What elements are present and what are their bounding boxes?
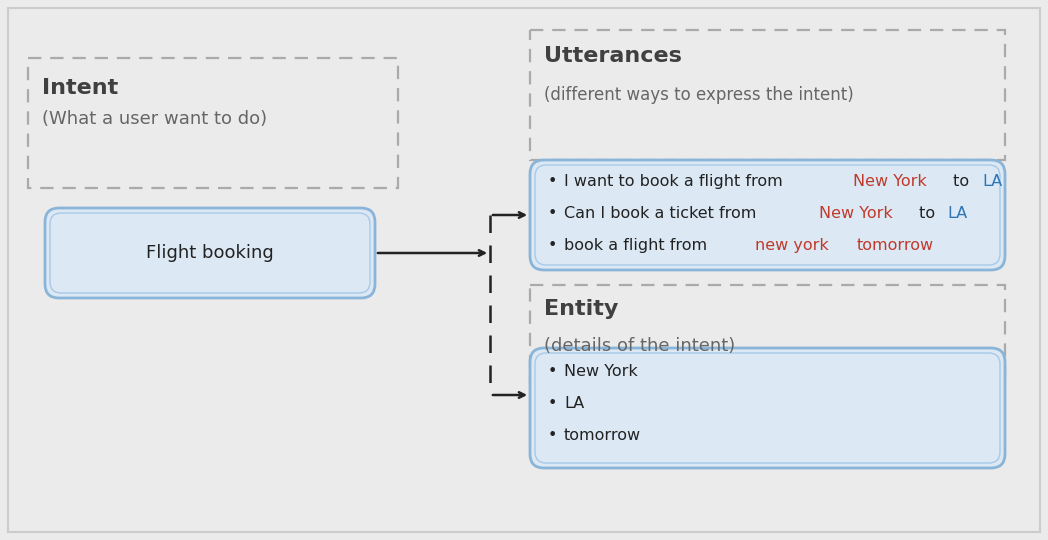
Text: Can I book a ticket from: Can I book a ticket from bbox=[564, 206, 762, 221]
Text: (details of the intent): (details of the intent) bbox=[544, 337, 736, 355]
Text: New York: New York bbox=[853, 174, 926, 189]
Text: New York: New York bbox=[818, 206, 893, 221]
FancyBboxPatch shape bbox=[530, 160, 1005, 270]
Text: •: • bbox=[548, 206, 558, 221]
Text: Utterances: Utterances bbox=[544, 46, 682, 66]
Text: New York: New York bbox=[564, 364, 638, 379]
Text: to: to bbox=[914, 206, 940, 221]
Text: I want to book a flight from: I want to book a flight from bbox=[564, 174, 788, 189]
Text: tomorrow: tomorrow bbox=[564, 428, 641, 443]
Text: to: to bbox=[948, 174, 975, 189]
Bar bbox=[28, 58, 398, 188]
Text: •: • bbox=[548, 364, 558, 379]
Bar bbox=[530, 30, 1005, 160]
Text: •: • bbox=[548, 428, 558, 443]
Text: (What a user want to do): (What a user want to do) bbox=[42, 110, 267, 128]
Text: LA: LA bbox=[564, 396, 584, 411]
Text: new york: new york bbox=[756, 238, 829, 253]
Text: book a flight from: book a flight from bbox=[564, 238, 713, 253]
FancyBboxPatch shape bbox=[530, 348, 1005, 468]
Text: •: • bbox=[548, 174, 558, 189]
Text: •: • bbox=[548, 238, 558, 253]
Text: Entity: Entity bbox=[544, 299, 618, 319]
Text: tomorrow: tomorrow bbox=[857, 238, 934, 253]
FancyBboxPatch shape bbox=[45, 208, 375, 298]
Bar bbox=[530, 285, 1005, 385]
Text: •: • bbox=[548, 396, 558, 411]
Text: Flight booking: Flight booking bbox=[146, 244, 274, 262]
Text: (different ways to express the intent): (different ways to express the intent) bbox=[544, 86, 854, 104]
Text: Intent: Intent bbox=[42, 78, 118, 98]
Text: LA: LA bbox=[947, 206, 968, 221]
Text: LA: LA bbox=[982, 174, 1002, 189]
